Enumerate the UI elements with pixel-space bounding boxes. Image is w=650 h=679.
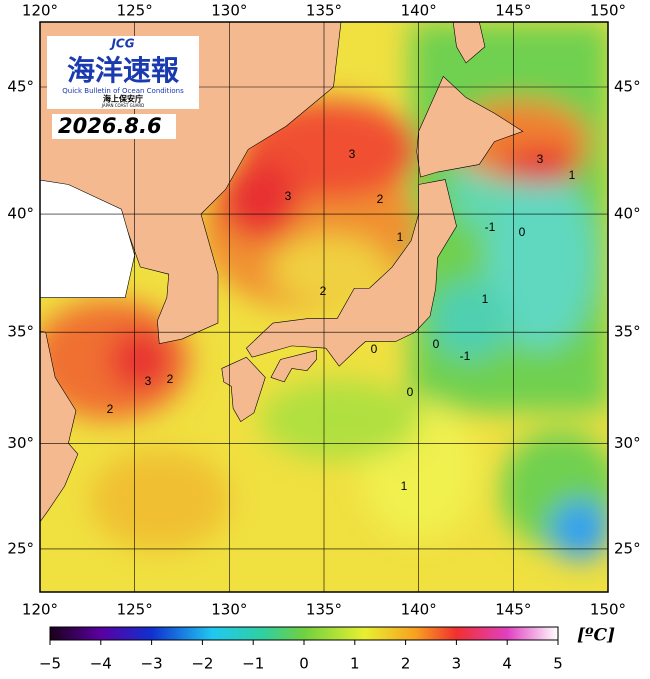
contour-label: 0 [519,225,526,239]
lat-label: 40° [7,205,34,223]
colorbar-tick-label: −2 [191,655,213,673]
map-frame [39,21,609,593]
lon-label: 135° [306,601,342,619]
lon-label: 145° [495,601,531,619]
hokkaido [416,75,524,178]
lon-label: 125° [117,2,153,20]
colorbar-tick-label: 1 [350,655,360,673]
contour-label: 0 [433,337,440,351]
colorbar-tick-label: 3 [452,655,462,673]
lon-label: 130° [211,2,247,20]
contour-label: 2 [320,284,327,298]
contour-label: -1 [485,220,496,234]
lat-label: 25° [614,539,641,557]
lat-label: 30° [614,434,641,452]
logo-subtitle: Quick Bulletin of Ocean Conditions [62,87,184,95]
lon-label: 140° [401,601,437,619]
lon-label: 150° [590,601,626,619]
colorbar-tick-label: 2 [401,655,411,673]
logo-agency: 海上保安庁 [103,94,143,104]
sakhalin [452,22,486,64]
colorbar-unit: [ºC] [577,626,615,646]
lat-label: 40° [614,205,641,223]
lat-label: 45° [614,78,641,96]
logo-box [47,36,199,109]
logo-badge: JCG [109,37,134,51]
honshu [245,179,457,367]
colorbar-tick-label: 0 [299,655,309,673]
lon-label: 125° [117,601,153,619]
lon-label: 130° [211,601,247,619]
lon-label: 135° [306,2,342,20]
colorbar-tick-label: −4 [90,655,112,673]
colorbar-tick-label: −1 [242,655,264,673]
colorbar-tick-label: −5 [39,655,61,673]
contour-label: 2 [107,402,114,416]
logo-title: 海洋速報 [67,54,180,87]
logo: JCG 海洋速報 Quick Bulletin of Ocean Conditi… [47,36,199,109]
contour-label: -1 [460,349,471,363]
contour-label: 0 [371,342,378,356]
date-box [52,114,176,139]
lon-label: 145° [495,2,531,20]
contour-label: 0 [407,385,414,399]
colorbar-tick-label: −3 [141,655,163,673]
china-coast [40,330,79,523]
contour-label: 1 [401,479,408,493]
lat-label: 25° [7,539,34,557]
colorbar-tick-label: 5 [553,655,563,673]
contour-label: 2 [377,192,384,206]
contour-label: 1 [569,168,576,182]
contour-label: 3 [285,189,292,203]
colorbar-tick-label: 4 [502,655,512,673]
shikoku [270,350,317,383]
kyushu [221,356,266,422]
lon-label: 120° [22,601,58,619]
date: 2026.8.6 [58,114,162,138]
lat-label: 35° [614,323,641,341]
lat-label: 35° [7,323,34,341]
lat-label: 45° [7,78,34,96]
contour-label: 3 [349,147,356,161]
contour-label: 1 [482,292,489,306]
contour-label: 3 [145,374,152,388]
contour-label: 1 [397,230,404,244]
lon-label: 140° [401,2,437,20]
contour-label: 2 [167,372,174,386]
contour-label: 3 [537,152,544,166]
colorbar [49,626,559,641]
lat-label: 30° [7,434,34,452]
lon-label: 120° [22,2,58,20]
logo-agency-en: JAPAN COAST GUARD [101,103,145,108]
lon-label: 150° [590,2,626,20]
